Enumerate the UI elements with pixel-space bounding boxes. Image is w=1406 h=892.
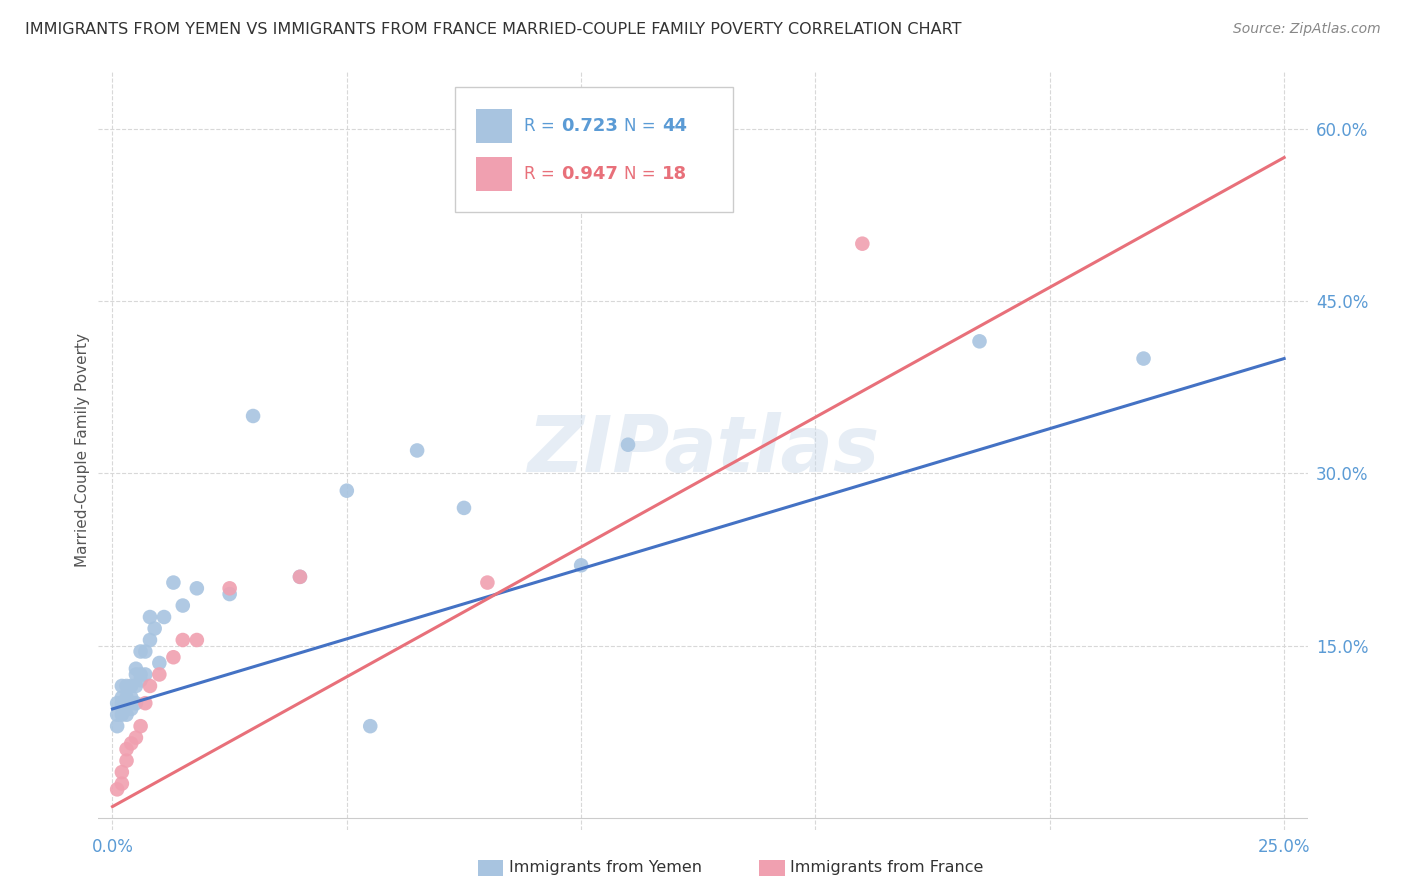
- Point: [115, 696, 138, 710]
- Point: [143, 622, 166, 636]
- Point: [134, 696, 156, 710]
- Text: N =: N =: [624, 117, 661, 135]
- Point: [105, 719, 128, 733]
- Point: [111, 696, 134, 710]
- Point: [1132, 351, 1154, 366]
- Point: [162, 650, 184, 665]
- Point: [105, 696, 128, 710]
- Text: 18: 18: [662, 166, 688, 184]
- Point: [120, 679, 142, 693]
- Point: [115, 679, 138, 693]
- FancyBboxPatch shape: [475, 110, 512, 144]
- Point: [129, 719, 152, 733]
- Point: [134, 644, 156, 658]
- Point: [125, 662, 148, 676]
- Point: [115, 754, 138, 768]
- Point: [453, 500, 475, 515]
- Text: Immigrants from France: Immigrants from France: [790, 861, 984, 875]
- Point: [115, 742, 138, 756]
- Point: [129, 644, 152, 658]
- Point: [153, 610, 176, 624]
- FancyBboxPatch shape: [456, 87, 734, 211]
- Point: [288, 570, 311, 584]
- Point: [162, 575, 184, 590]
- Point: [111, 776, 134, 790]
- Point: [120, 690, 142, 705]
- Y-axis label: Married-Couple Family Poverty: Married-Couple Family Poverty: [75, 334, 90, 567]
- Point: [125, 696, 148, 710]
- Text: 44: 44: [662, 117, 688, 135]
- Point: [148, 656, 170, 670]
- Point: [186, 582, 208, 596]
- Point: [359, 719, 381, 733]
- Point: [139, 633, 162, 648]
- Point: [120, 736, 142, 750]
- Point: [125, 679, 148, 693]
- Point: [111, 679, 134, 693]
- Point: [105, 782, 128, 797]
- Text: R =: R =: [524, 117, 560, 135]
- Point: [120, 702, 142, 716]
- Point: [218, 582, 240, 596]
- Text: Source: ZipAtlas.com: Source: ZipAtlas.com: [1233, 22, 1381, 37]
- Text: N =: N =: [624, 166, 661, 184]
- Point: [336, 483, 359, 498]
- Point: [288, 570, 311, 584]
- Point: [120, 696, 142, 710]
- Point: [129, 673, 152, 688]
- Point: [172, 633, 194, 648]
- Point: [111, 765, 134, 780]
- Point: [115, 696, 138, 710]
- Point: [105, 707, 128, 722]
- Point: [139, 610, 162, 624]
- Point: [406, 443, 429, 458]
- FancyBboxPatch shape: [475, 157, 512, 191]
- Text: ZIPatlas: ZIPatlas: [527, 412, 879, 489]
- Point: [115, 690, 138, 705]
- Text: 0.947: 0.947: [561, 166, 619, 184]
- Point: [125, 667, 148, 681]
- Point: [111, 707, 134, 722]
- Point: [115, 707, 138, 722]
- Point: [969, 334, 991, 349]
- Text: R =: R =: [524, 166, 560, 184]
- Point: [477, 575, 499, 590]
- Text: Immigrants from Yemen: Immigrants from Yemen: [509, 861, 702, 875]
- Point: [569, 558, 592, 573]
- Text: IMMIGRANTS FROM YEMEN VS IMMIGRANTS FROM FRANCE MARRIED-COUPLE FAMILY POVERTY CO: IMMIGRANTS FROM YEMEN VS IMMIGRANTS FROM…: [25, 22, 962, 37]
- Point: [139, 679, 162, 693]
- Point: [851, 236, 873, 251]
- Point: [186, 633, 208, 648]
- Text: 0.723: 0.723: [561, 117, 619, 135]
- Point: [111, 690, 134, 705]
- Point: [242, 409, 264, 423]
- Point: [134, 667, 156, 681]
- Point: [148, 667, 170, 681]
- Point: [129, 667, 152, 681]
- Point: [125, 731, 148, 745]
- Point: [617, 438, 640, 452]
- Point: [172, 599, 194, 613]
- Point: [218, 587, 240, 601]
